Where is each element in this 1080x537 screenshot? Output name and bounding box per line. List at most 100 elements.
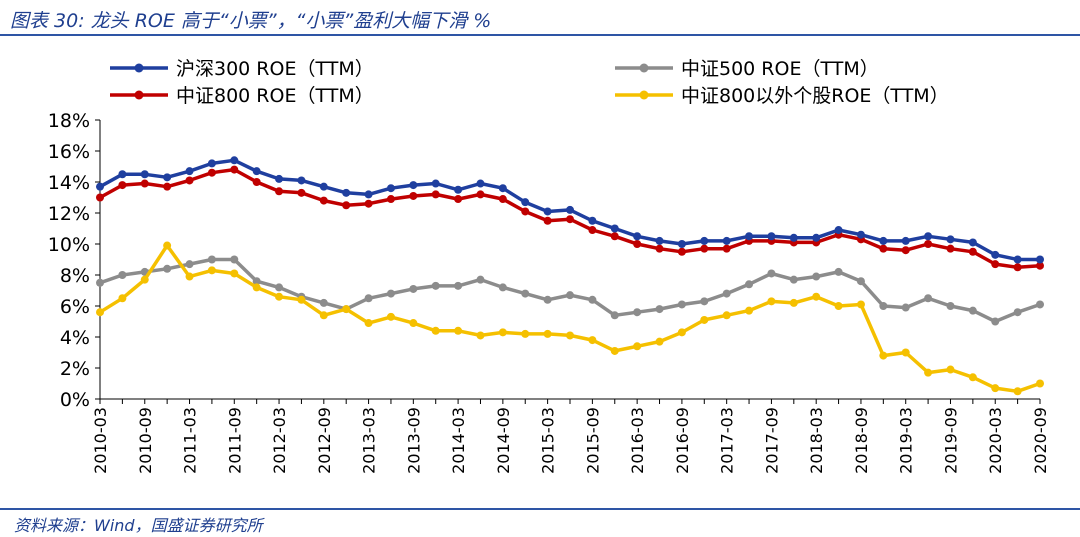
- data-point: [700, 297, 709, 306]
- data-point: [633, 240, 642, 248]
- legend-label: 中证800 ROE（TTM）: [176, 85, 374, 107]
- data-point: [498, 283, 507, 292]
- data-point: [454, 195, 463, 204]
- data-point: [946, 235, 955, 244]
- data-point: [946, 244, 955, 253]
- data-point: [812, 272, 821, 281]
- data-point: [588, 216, 597, 225]
- data-point: [1013, 387, 1022, 396]
- data-point: [454, 326, 463, 335]
- data-point: [655, 337, 664, 346]
- x-tick-label: 2017-09: [762, 407, 781, 474]
- data-point: [856, 230, 865, 239]
- data-point: [924, 240, 933, 248]
- chart-legend: 沪深300 ROE（TTM） 中证500 ROE（TTM） 中证800 ROE（TT…: [110, 58, 949, 107]
- data-point: [498, 328, 507, 337]
- data-point: [677, 247, 686, 256]
- title-divider: [0, 34, 1080, 36]
- data-point: [275, 174, 284, 183]
- data-point: [924, 294, 933, 303]
- data-point: [1036, 300, 1044, 309]
- data-point: [386, 184, 395, 193]
- data-point: [1013, 308, 1022, 317]
- data-point: [431, 326, 440, 335]
- data-point: [364, 199, 373, 208]
- data-point: [856, 277, 865, 286]
- data-point: [431, 190, 440, 199]
- x-tick-label: 2019-03: [897, 407, 916, 474]
- data-point: [185, 176, 194, 185]
- chart-axes: 0% 2% 4% 6% 8% 10% 12% 14% 16% 18% 2010-03 2010-09 2…: [48, 110, 1050, 474]
- data-point: [140, 179, 149, 188]
- data-point: [722, 236, 731, 245]
- data-point: [454, 281, 463, 290]
- data-point: [275, 187, 284, 196]
- data-point: [297, 176, 306, 185]
- data-point: [319, 298, 328, 307]
- data-point: [319, 182, 328, 191]
- data-point: [991, 260, 1000, 269]
- data-point: [409, 284, 418, 293]
- x-tick-label: 2020-03: [986, 407, 1005, 474]
- data-point: [655, 305, 664, 314]
- data-point: [207, 168, 216, 177]
- data-point: [812, 233, 821, 242]
- data-point: [991, 384, 1000, 393]
- data-point: [431, 281, 440, 290]
- data-point: [879, 351, 888, 360]
- source-note: 资料来源：Wind，国盛证券研究所: [14, 516, 263, 535]
- data-point: [991, 317, 1000, 326]
- x-tick-label: 2017-03: [718, 407, 737, 474]
- data-point: [409, 191, 418, 200]
- x-tick-label: 2011-09: [225, 407, 244, 474]
- data-point: [498, 184, 507, 193]
- data-point: [386, 289, 395, 298]
- y-tick-label: 16%: [48, 141, 90, 163]
- data-point: [901, 348, 910, 357]
- data-point: [275, 292, 284, 301]
- data-point: [521, 329, 530, 338]
- data-point: [812, 292, 821, 301]
- data-point: [566, 205, 574, 214]
- data-point: [834, 226, 843, 235]
- data-point: [968, 247, 977, 256]
- data-point: [789, 298, 798, 307]
- data-point: [431, 179, 440, 188]
- data-point: [207, 255, 216, 264]
- data-point: [230, 255, 239, 264]
- legend-label: 中证800以外个股ROE（TTM）: [681, 85, 949, 107]
- x-tick-label: 2010-03: [91, 407, 110, 474]
- data-point: [364, 294, 373, 303]
- data-point: [610, 311, 619, 320]
- x-tick-label: 2010-09: [136, 407, 155, 474]
- y-tick-label: 10%: [48, 234, 90, 256]
- x-tick-label: 2015-09: [583, 407, 602, 474]
- data-point: [140, 170, 149, 179]
- series-layer: [96, 156, 1044, 396]
- data-point: [1013, 263, 1022, 272]
- data-point: [677, 328, 686, 337]
- x-tick-label: 2015-03: [539, 407, 558, 474]
- data-point: [901, 246, 910, 255]
- data-point: [275, 283, 284, 292]
- data-point: [409, 181, 418, 190]
- data-point: [386, 195, 395, 204]
- data-point: [476, 275, 485, 284]
- data-point: [566, 291, 574, 300]
- source-divider: [0, 508, 1080, 510]
- data-point: [252, 167, 261, 176]
- data-point: [991, 250, 1000, 259]
- data-point: [968, 238, 977, 247]
- chart-title: 图表 30: 龙头 ROE 高于“小票”，“小票”盈利大幅下滑 %: [10, 10, 492, 32]
- x-tick-label: 2013-03: [360, 407, 379, 474]
- data-point: [700, 315, 709, 324]
- data-point: [968, 373, 977, 382]
- data-point: [610, 232, 619, 241]
- data-point: [207, 266, 216, 275]
- x-tick-label: 2016-09: [673, 407, 692, 474]
- data-point: [230, 269, 239, 278]
- data-point: [745, 280, 754, 289]
- data-point: [655, 236, 664, 245]
- data-point: [297, 188, 306, 197]
